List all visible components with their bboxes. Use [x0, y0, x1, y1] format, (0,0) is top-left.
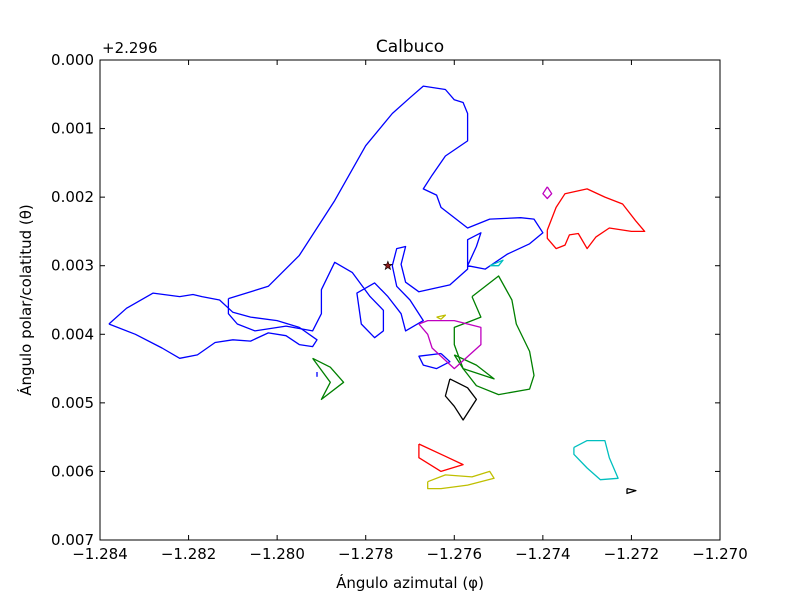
y-tick-label: 0.003	[51, 257, 94, 275]
y-tick-label: 0.006	[51, 462, 94, 480]
y-tick-label: 0.000	[51, 51, 94, 69]
x-tick-label: −1.282	[161, 545, 217, 563]
marker-layer	[382, 260, 393, 271]
chart-title: Calbuco	[376, 37, 444, 57]
x-tick-label: −1.284	[72, 545, 128, 563]
marker-star	[382, 260, 393, 271]
series-8	[312, 357, 345, 401]
series-layer	[108, 85, 646, 495]
y-tick-label: 0.007	[51, 531, 94, 549]
series-7	[453, 354, 495, 380]
series-9	[418, 319, 482, 370]
y-offset-label: +2.296	[102, 39, 158, 57]
x-tick-label: −1.272	[604, 545, 660, 563]
y-tick-label: 0.001	[51, 120, 94, 138]
series-13	[427, 470, 495, 490]
series-12	[489, 259, 504, 267]
series-11	[573, 439, 619, 481]
series-14	[436, 314, 447, 320]
y-tick-label: 0.004	[51, 325, 94, 343]
x-tick-label: −1.280	[249, 545, 305, 563]
x-axis: −1.284 −1.282 −1.280 −1.278 −1.276 −1.274 −1.2…	[72, 60, 748, 563]
series-2	[418, 352, 451, 370]
x-tick-label: −1.276	[427, 545, 483, 563]
y-axis-label: Ángulo polar/colatitud (θ)	[16, 204, 35, 396]
series-1	[227, 85, 544, 339]
series-15	[444, 378, 478, 421]
y-tick-label: 0.002	[51, 188, 94, 206]
y-tick-label: 0.005	[51, 394, 94, 412]
series-16	[626, 487, 637, 495]
plot-frame	[99, 59, 721, 541]
series-4	[546, 188, 646, 250]
series-0	[108, 292, 318, 359]
y-axis: 0.000 0.001 0.002 0.003 0.004 0.005 0.006 0.007	[51, 51, 720, 549]
x-tick-label: −1.270	[692, 545, 748, 563]
series-10	[542, 186, 553, 200]
x-tick-label: −1.278	[338, 545, 394, 563]
series-5	[418, 443, 464, 473]
x-tick-label: −1.274	[515, 545, 571, 563]
series-6	[453, 275, 535, 396]
x-axis-label: Ángulo azimutal (φ)	[336, 573, 484, 592]
